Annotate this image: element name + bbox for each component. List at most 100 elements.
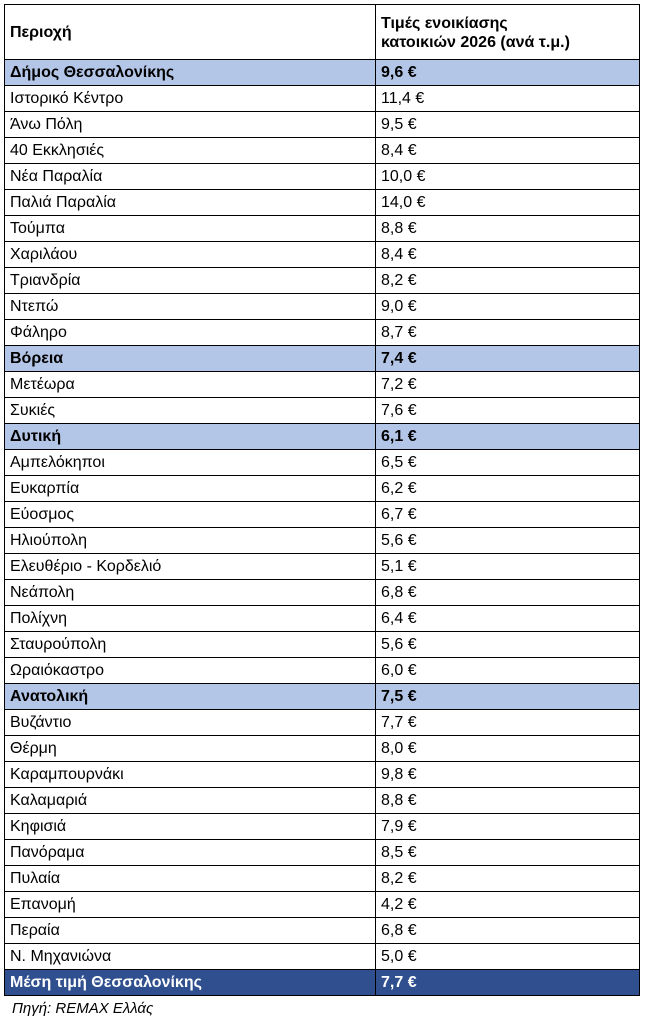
table-row: Πανόραμα 8,5 €	[4, 839, 640, 866]
area-name-cell: Σταυρούπολη	[4, 631, 376, 658]
area-name-cell: Ελευθέριο - Κορδελιό	[4, 553, 376, 580]
price-cell: 7,9 €	[375, 813, 640, 840]
price-cell: 7,2 €	[375, 371, 640, 398]
price-cell: 5,6 €	[375, 631, 640, 658]
table-row: Άνω Πόλη 9,5 €	[4, 111, 640, 138]
header-area: Περιοχή	[4, 4, 376, 60]
price-cell: 5,1 €	[375, 553, 640, 580]
price-cell: 11,4 €	[375, 85, 640, 112]
table-row: Νέα Παραλία 10,0 €	[4, 163, 640, 190]
area-name-cell: Φάληρο	[4, 319, 376, 346]
price-cell: 10,0 €	[375, 163, 640, 190]
area-name-cell: Ωραιόκαστρο	[4, 657, 376, 684]
region-row: Βόρεια 7,4 €	[4, 345, 640, 372]
price-cell: 7,7 €	[375, 969, 640, 996]
price-cell: 8,5 €	[375, 839, 640, 866]
price-cell: 8,4 €	[375, 137, 640, 164]
table-row: Ιστορικό Κέντρο 11,4 €	[4, 85, 640, 112]
price-cell: 8,4 €	[375, 241, 640, 268]
table-row: 40 Εκκλησιές 8,4 €	[4, 137, 640, 164]
area-name-cell: Νεάπολη	[4, 579, 376, 606]
price-cell: 5,0 €	[375, 943, 640, 970]
header-price-line1: Τιμές ενοικίασης	[381, 15, 508, 32]
price-cell: 7,4 €	[375, 345, 640, 372]
table-body: Δήμος Θεσσαλονίκης 9,6 € Ιστορικό Κέντρο 11…	[4, 59, 640, 996]
rent-prices-table-container: Περιοχή Τιμές ενοικίασης κατοικιών 2026 …	[4, 4, 640, 996]
table-row: Πυλαία 8,2 €	[4, 865, 640, 892]
price-cell: 8,7 €	[375, 319, 640, 346]
area-name-cell: Ηλιούπολη	[4, 527, 376, 554]
area-name-cell: Καραμπουρνάκι	[4, 761, 376, 788]
header-price-line2: κατοικιών 2026 (ανά τ.μ.)	[381, 34, 570, 51]
area-name-cell: Πυλαία	[4, 865, 376, 892]
area-name-cell: Επανομή	[4, 891, 376, 918]
table-row: Ηλιούπολη 5,6 €	[4, 527, 640, 554]
area-name-cell: Άνω Πόλη	[4, 111, 376, 138]
area-name-cell: Κηφισιά	[4, 813, 376, 840]
table-row: Καλαμαριά 8,8 €	[4, 787, 640, 814]
table-row: Συκιές 7,6 €	[4, 397, 640, 424]
area-name-cell: Εύοσμος	[4, 501, 376, 528]
area-name-cell: Θέρμη	[4, 735, 376, 762]
price-cell: 5,6 €	[375, 527, 640, 554]
area-name-cell: Ευκαρπία	[4, 475, 376, 502]
rent-prices-table: Περιοχή Τιμές ενοικίασης κατοικιών 2026 …	[4, 4, 640, 996]
price-cell: 6,0 €	[375, 657, 640, 684]
table-row: Ν. Μηχανιώνα 5,0 €	[4, 943, 640, 970]
price-cell: 9,5 €	[375, 111, 640, 138]
price-cell: 9,6 €	[375, 59, 640, 86]
price-cell: 14,0 €	[375, 189, 640, 216]
area-name-cell: Αμπελόκηποι	[4, 449, 376, 476]
source-note: Πηγή: REMAX Ελλάς	[12, 1000, 154, 1017]
table-row: Αμπελόκηποι 6,5 €	[4, 449, 640, 476]
table-row: Κηφισιά 7,9 €	[4, 813, 640, 840]
table-row: Νεάπολη 6,8 €	[4, 579, 640, 606]
table-row: Τριανδρία 8,2 €	[4, 267, 640, 294]
table-row: Παλιά Παραλία 14,0 €	[4, 189, 640, 216]
table-row: Σταυρούπολη 5,6 €	[4, 631, 640, 658]
area-name-cell: Δήμος Θεσσαλονίκης	[4, 59, 376, 86]
price-cell: 6,5 €	[375, 449, 640, 476]
price-cell: 8,0 €	[375, 735, 640, 762]
area-name-cell: Βυζάντιο	[4, 709, 376, 736]
price-cell: 6,7 €	[375, 501, 640, 528]
price-cell: 8,8 €	[375, 787, 640, 814]
region-row: Δήμος Θεσσαλονίκης 9,6 €	[4, 59, 640, 86]
table-row: Ωραιόκαστρο 6,0 €	[4, 657, 640, 684]
table-row: Ντεπώ 9,0 €	[4, 293, 640, 320]
price-cell: 9,0 €	[375, 293, 640, 320]
area-name-cell: Νέα Παραλία	[4, 163, 376, 190]
area-name-cell: Τριανδρία	[4, 267, 376, 294]
price-cell: 8,2 €	[375, 865, 640, 892]
price-cell: 8,8 €	[375, 215, 640, 242]
price-cell: 7,6 €	[375, 397, 640, 424]
table-row: Πολίχνη 6,4 €	[4, 605, 640, 632]
table-row: Επανομή 4,2 €	[4, 891, 640, 918]
header-price: Τιμές ενοικίασης κατοικιών 2026 (ανά τ.μ…	[375, 4, 640, 60]
area-name-cell: Χαριλάου	[4, 241, 376, 268]
region-row: Δυτική 6,1 €	[4, 423, 640, 450]
area-name-cell: Συκιές	[4, 397, 376, 424]
region-row: Ανατολική 7,5 €	[4, 683, 640, 710]
area-name-cell: Βόρεια	[4, 345, 376, 372]
table-row: Χαριλάου 8,4 €	[4, 241, 640, 268]
table-row: Εύοσμος 6,7 €	[4, 501, 640, 528]
area-name-cell: Τούμπα	[4, 215, 376, 242]
area-name-cell: Πανόραμα	[4, 839, 376, 866]
price-cell: 6,2 €	[375, 475, 640, 502]
area-name-cell: Μετέωρα	[4, 371, 376, 398]
table-row: Ελευθέριο - Κορδελιό 5,1 €	[4, 553, 640, 580]
table-row: Μετέωρα 7,2 €	[4, 371, 640, 398]
table-row: Θέρμη 8,0 €	[4, 735, 640, 762]
area-name-cell: Καλαμαριά	[4, 787, 376, 814]
total-row: Μέση τιμή Θεσσαλονίκης 7,7 €	[4, 969, 640, 996]
area-name-cell: Δυτική	[4, 423, 376, 450]
price-cell: 9,8 €	[375, 761, 640, 788]
area-name-cell: 40 Εκκλησιές	[4, 137, 376, 164]
price-cell: 7,7 €	[375, 709, 640, 736]
area-name-cell: Πολίχνη	[4, 605, 376, 632]
area-name-cell: Μέση τιμή Θεσσαλονίκης	[4, 969, 376, 996]
table-row: Περαία 6,8 €	[4, 917, 640, 944]
area-name-cell: Ανατολική	[4, 683, 376, 710]
area-name-cell: Παλιά Παραλία	[4, 189, 376, 216]
